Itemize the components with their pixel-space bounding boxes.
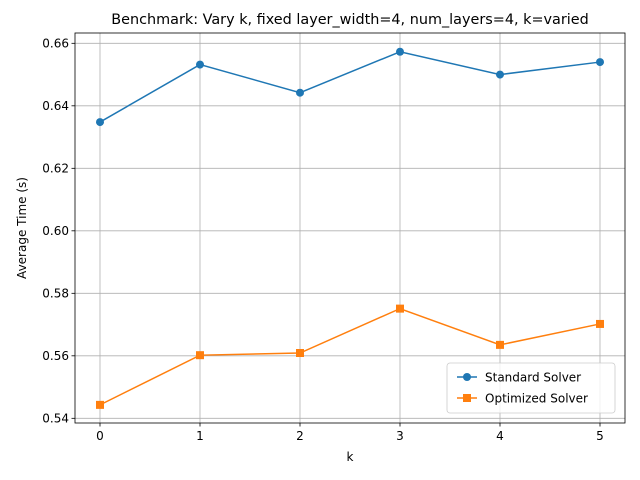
series-line: [99, 50, 601, 123]
data-point-circle: [96, 118, 104, 127]
grid-layer: [75, 33, 625, 423]
y-tick-label: 0.62: [42, 162, 69, 176]
y-tick-label: 0.60: [42, 224, 69, 238]
data-point-square: [96, 400, 104, 409]
legend-box: [446, 362, 616, 414]
legend-marker-circle: [463, 373, 471, 381]
y-tick-label: 0.58: [42, 287, 69, 301]
data-point-circle: [596, 58, 604, 67]
series-layer: [96, 47, 604, 409]
data-point-circle: [196, 60, 204, 69]
y-tick-label: 0.64: [42, 99, 69, 113]
x-axis-label: k: [347, 450, 354, 464]
data-point-circle: [396, 47, 404, 56]
legend-label: Optimized Solver: [485, 391, 588, 405]
legend: Standard Solver Optimized Solver: [446, 362, 616, 414]
data-point-circle: [496, 70, 504, 79]
data-point-square: [596, 319, 604, 328]
x-tick-label: 2: [296, 429, 304, 443]
legend-marker-square: [463, 394, 471, 402]
chart-title: Benchmark: Vary k, fixed layer_width=4, …: [111, 12, 589, 28]
data-point-square: [396, 304, 404, 313]
data-point-square: [296, 349, 304, 357]
series-optimized-solver: [96, 304, 604, 409]
ticks-layer: 0 1 2 3 4 5 0.54 0.56 0.58 0.60 0.62 0.64 0.66: [42, 37, 604, 443]
data-point-circle: [296, 88, 304, 97]
x-tick-label: 1: [196, 429, 204, 443]
x-tick-label: 3: [396, 429, 404, 443]
series-line: [99, 307, 601, 406]
data-point-square: [196, 351, 204, 360]
series-standard-solver: [96, 47, 604, 127]
legend-label: Standard Solver: [485, 370, 581, 384]
y-tick-label: 0.66: [42, 37, 69, 51]
y-tick-label: 0.56: [42, 349, 69, 363]
y-axis-label: Average Time (s): [15, 177, 29, 279]
x-tick-label: 0: [96, 429, 104, 443]
x-tick-label: 5: [596, 429, 604, 443]
y-tick-label: 0.54: [42, 412, 69, 426]
data-point-square: [496, 340, 504, 349]
x-tick-label: 4: [496, 429, 504, 443]
plot-frame: [74, 32, 626, 424]
